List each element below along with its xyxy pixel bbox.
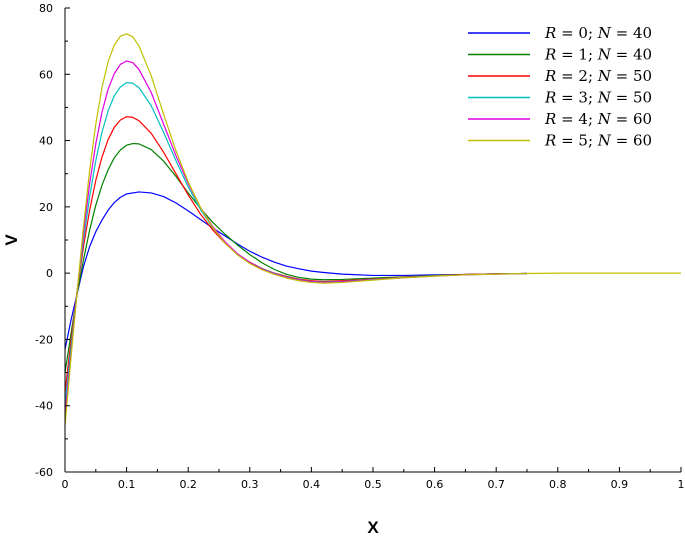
y-tick-label: 40 bbox=[39, 135, 53, 148]
x-tick-label: 0.5 bbox=[364, 478, 382, 491]
x-tick-label: 0.3 bbox=[241, 478, 259, 491]
legend-label: R = 3; N = 50 bbox=[544, 89, 652, 107]
legend-label: R = 1; N = 40 bbox=[544, 46, 652, 64]
legend-label: R = 0; N = 40 bbox=[544, 24, 652, 42]
legend-label: R = 4; N = 60 bbox=[544, 110, 652, 128]
legend-label: R = 5; N = 60 bbox=[544, 132, 652, 150]
legend-item: R = 5; N = 60 bbox=[468, 132, 652, 150]
plot-background bbox=[65, 8, 681, 472]
x-tick-label: 1 bbox=[678, 478, 685, 491]
y-tick-label: -20 bbox=[35, 333, 53, 346]
y-tick-label: 0 bbox=[46, 267, 53, 280]
x-axis-title: X bbox=[367, 518, 379, 537]
legend-label: R = 2; N = 50 bbox=[544, 67, 652, 85]
tick-labels: 0 0.1 0.2 0.3 0.4 0.5 0.6 0.7 0.8 0.9 1 -60 -40 -20 0 2… bbox=[35, 2, 684, 491]
x-tick-label: 0.7 bbox=[487, 478, 505, 491]
legend-item: R = 4; N = 60 bbox=[468, 110, 652, 128]
legend-item: R = 2; N = 50 bbox=[468, 67, 652, 85]
series-line-5 bbox=[64, 33, 681, 426]
x-tick-label: 0.9 bbox=[611, 478, 629, 491]
plot-area bbox=[65, 8, 681, 472]
x-tick-label: 0 bbox=[62, 478, 69, 491]
legend-item: R = 3; N = 50 bbox=[468, 89, 652, 107]
x-tick-label: 0.4 bbox=[303, 478, 321, 491]
x-tick-label: 0.8 bbox=[549, 478, 567, 491]
legend-item: R = 1; N = 40 bbox=[468, 46, 652, 64]
y-tick-label: 80 bbox=[39, 2, 53, 15]
x-tick-label: 0.2 bbox=[179, 478, 197, 491]
series-lines bbox=[64, 33, 681, 426]
series-line-0 bbox=[64, 191, 528, 350]
legend: R = 0; N = 40 R = 1; N = 40 R = 2; N = 50 R… bbox=[468, 24, 652, 150]
y-tick-label: 20 bbox=[39, 201, 53, 214]
y-axis-title: V bbox=[2, 234, 21, 246]
y-tick-label: -60 bbox=[35, 466, 53, 479]
x-tick-label: 0.6 bbox=[426, 478, 444, 491]
y-tick-label: -40 bbox=[35, 400, 53, 413]
axes bbox=[64, 7, 682, 473]
x-tick-label: 0.1 bbox=[118, 478, 136, 491]
y-tick-label: 60 bbox=[39, 68, 53, 81]
legend-item: R = 0; N = 40 bbox=[468, 24, 652, 42]
